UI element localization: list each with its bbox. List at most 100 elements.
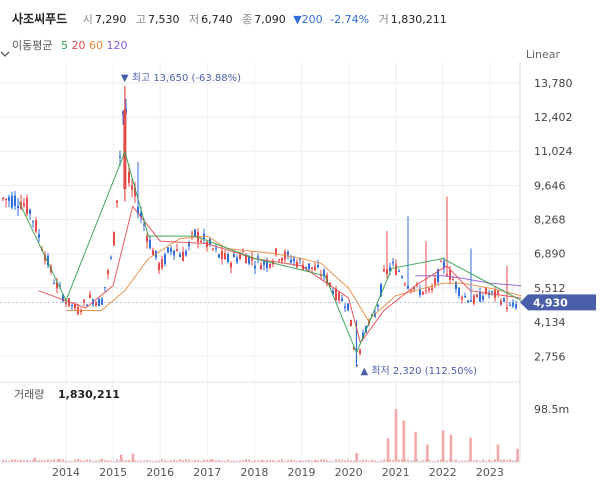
candle-body [278, 259, 280, 261]
candle-body [335, 288, 337, 301]
volume-bar [242, 460, 244, 462]
candle-body [269, 263, 271, 268]
candle-body [182, 251, 184, 262]
volume-bar [134, 460, 136, 462]
low-label: 저 [188, 13, 200, 26]
ma-5-label: 5 [60, 39, 68, 52]
volume-bar [47, 459, 49, 462]
volume-bar [341, 459, 343, 462]
candle-body [53, 283, 55, 285]
volume-bar [494, 459, 496, 462]
volume-bar [212, 459, 214, 462]
volume-bar [419, 460, 421, 462]
candle-body [401, 276, 403, 278]
candle-body [428, 288, 430, 291]
candle-body [395, 264, 397, 275]
open-label: 시 [82, 13, 93, 26]
volume-bar [365, 459, 367, 462]
candle-body [254, 265, 256, 269]
volume-bar [245, 459, 247, 462]
volume-bar [92, 460, 94, 462]
volume-bar [86, 459, 88, 462]
candle-body [161, 259, 163, 268]
volume-bar [53, 459, 55, 462]
close-label: 종 [242, 13, 253, 26]
candle-body [188, 242, 190, 247]
volume-bar [143, 460, 145, 462]
volume-bar [221, 460, 223, 462]
volume-bar [293, 459, 295, 462]
candle-body [491, 290, 493, 293]
volume-bar [491, 460, 493, 462]
candle-body [467, 300, 469, 303]
volume-bar [335, 459, 337, 462]
candle-body [71, 304, 73, 307]
candle-body [293, 258, 295, 262]
volume-bar [389, 459, 391, 462]
volume-bar [314, 459, 316, 462]
volume-bar [398, 459, 400, 462]
candle-body [122, 111, 124, 115]
candle-body [386, 269, 388, 275]
ma-120-label: 120 [106, 39, 128, 52]
candle-body [290, 259, 292, 263]
candle-body [74, 304, 76, 309]
ma-line-5 [18, 150, 522, 355]
stock-name: 사조씨푸드 [12, 12, 68, 26]
volume-bar [440, 459, 442, 462]
volume-bar [326, 460, 328, 462]
candle-body [11, 195, 13, 208]
volume-bar [359, 460, 361, 462]
volume-bar [155, 460, 157, 462]
candle-body [266, 261, 268, 268]
candle-body [59, 285, 61, 287]
scale-selector[interactable]: Linear [525, 48, 560, 61]
candle-body [512, 302, 514, 307]
candle-body [221, 250, 223, 260]
candle-body [410, 289, 412, 291]
volume-bar [414, 431, 417, 462]
volume-bar [479, 460, 481, 462]
candle-body [362, 332, 364, 339]
volume-bar [425, 459, 427, 462]
candle-body [104, 287, 106, 289]
ma-20-label: 20 [71, 39, 86, 52]
volume-bar [323, 459, 325, 462]
candle-body [2, 197, 4, 200]
y-tick-label: 8,268 [534, 214, 566, 227]
candle-body [506, 307, 508, 310]
chevron-down-icon[interactable] [0, 49, 10, 59]
candle-body [404, 283, 406, 285]
candle-body [377, 305, 379, 307]
moving-average-legend[interactable]: 이동평균 5 20 60 120 [12, 37, 127, 53]
volume-bar [512, 460, 514, 462]
candle-body [29, 209, 31, 214]
candle-body [407, 285, 409, 289]
current-price-label: 4,930 [533, 296, 568, 309]
volume-bar [428, 459, 430, 462]
high-value: 7,530 [147, 13, 180, 26]
candle-body [287, 251, 289, 256]
candle-body [323, 270, 325, 277]
volume-bar [65, 460, 67, 462]
candle-body [98, 298, 100, 307]
candle-body [245, 255, 247, 264]
ma-line-120 [415, 275, 522, 287]
candle-body [17, 205, 19, 209]
volume-bar [74, 459, 76, 462]
peak-candle-body [123, 109, 127, 190]
volume-bar [152, 460, 154, 462]
volume-bar [158, 460, 160, 462]
candle-body [239, 254, 241, 260]
volume-bar [218, 460, 220, 462]
candle-body [128, 171, 130, 183]
candle-body [140, 212, 142, 218]
x-tick-label: 2019 [288, 466, 316, 479]
volume-bar [401, 459, 403, 462]
volume-bar [500, 459, 502, 462]
volume-bar [110, 460, 112, 462]
volume-bar [431, 460, 433, 462]
volume-bar [197, 459, 199, 462]
volume-title: 거래량 [14, 388, 44, 401]
